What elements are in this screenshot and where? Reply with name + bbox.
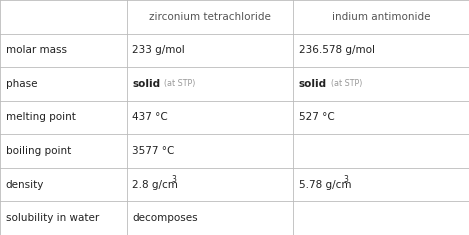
- Text: phase: phase: [6, 79, 37, 89]
- Text: 3: 3: [344, 175, 348, 184]
- Text: 236.578 g/mol: 236.578 g/mol: [299, 45, 375, 55]
- Text: (at STP): (at STP): [331, 79, 362, 88]
- Text: 3: 3: [171, 175, 176, 184]
- Text: solid: solid: [299, 79, 327, 89]
- Text: density: density: [6, 180, 44, 190]
- Text: zirconium tetrachloride: zirconium tetrachloride: [149, 12, 271, 22]
- Text: 233 g/mol: 233 g/mol: [132, 45, 185, 55]
- Text: indium antimonide: indium antimonide: [332, 12, 431, 22]
- Text: boiling point: boiling point: [6, 146, 71, 156]
- Text: 527 °C: 527 °C: [299, 113, 334, 122]
- Text: solubility in water: solubility in water: [6, 213, 99, 223]
- Text: 2.8 g/cm: 2.8 g/cm: [132, 180, 178, 190]
- Text: 5.78 g/cm: 5.78 g/cm: [299, 180, 351, 190]
- Text: (at STP): (at STP): [164, 79, 196, 88]
- Text: 437 °C: 437 °C: [132, 113, 168, 122]
- Text: melting point: melting point: [6, 113, 76, 122]
- Text: decomposes: decomposes: [132, 213, 198, 223]
- Text: molar mass: molar mass: [6, 45, 67, 55]
- Text: 3577 °C: 3577 °C: [132, 146, 174, 156]
- Text: solid: solid: [132, 79, 160, 89]
